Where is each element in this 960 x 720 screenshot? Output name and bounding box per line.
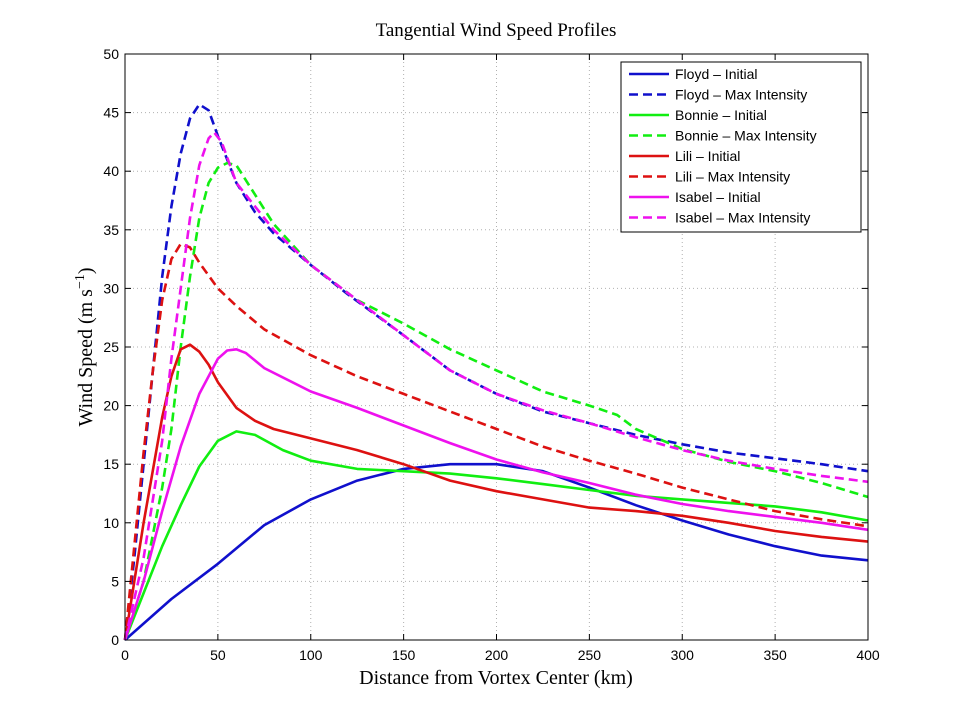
legend-label-5: Lili – Max Intensity (675, 169, 790, 185)
series-line-2 (123, 430, 869, 641)
legend-label-4: Lili – Initial (675, 148, 740, 164)
legend-label-3: Bonnie – Max Intensity (675, 128, 817, 144)
x-tick-label: 150 (392, 647, 416, 663)
y-axis-label-exponent: −1 (73, 274, 88, 289)
x-tick-label: 100 (299, 647, 323, 663)
y-axis-label-close: ) (75, 267, 97, 274)
y-tick-label: 10 (103, 515, 119, 531)
legend-label-1: Floyd – Max Intensity (675, 87, 807, 103)
x-tick-label: 250 (578, 647, 602, 663)
legend-label-0: Floyd – Initial (675, 66, 757, 82)
series-line-1 (123, 103, 869, 641)
legend-label-7: Isabel – Max Intensity (675, 210, 810, 226)
series-line-7 (123, 131, 869, 641)
series-line-3 (123, 161, 869, 641)
series-line-0 (124, 462, 869, 641)
grid (125, 54, 868, 640)
y-tick-label: 35 (103, 222, 119, 238)
legend-label-6: Isabel – Initial (675, 189, 761, 205)
series-line-6 (123, 348, 869, 641)
y-axis-label-main: Wind Speed (m s (75, 289, 97, 427)
x-axis-label: Distance from Vortex Center (km) (359, 667, 633, 689)
x-tick-label: 400 (856, 647, 880, 663)
legend-box (620, 61, 862, 233)
axis-ticks: 0 50 100 150 200 250 300 350 400 0 5 10 15 20 25 30 35 40… (103, 46, 879, 663)
x-tick-label: 350 (763, 647, 787, 663)
y-tick-label: 20 (103, 398, 119, 414)
x-tick-label: 0 (121, 647, 129, 663)
y-axis-label: Wind Speed (m s−1) (73, 267, 97, 426)
x-tick-label: 200 (485, 647, 509, 663)
legend-label-2: Bonnie – Initial (675, 107, 767, 123)
y-tick-label: 15 (103, 456, 119, 472)
x-tick-label: 300 (671, 647, 695, 663)
series-line-4 (123, 343, 869, 641)
y-tick-label: 50 (103, 46, 119, 62)
series-line-5 (123, 242, 869, 641)
x-tick-label: 50 (210, 647, 226, 663)
chart-title: Tangential Wind Speed Profiles (376, 20, 617, 41)
y-tick-label: 0 (111, 632, 119, 648)
y-tick-label: 45 (103, 105, 119, 121)
y-tick-label: 25 (103, 339, 119, 355)
y-tick-label: 30 (103, 280, 119, 296)
legend: Floyd – Initial Floyd – Max Intensity Bonn… (620, 61, 862, 233)
series-lines (123, 103, 869, 641)
y-tick-label: 5 (111, 573, 119, 589)
y-tick-label: 40 (103, 163, 119, 179)
